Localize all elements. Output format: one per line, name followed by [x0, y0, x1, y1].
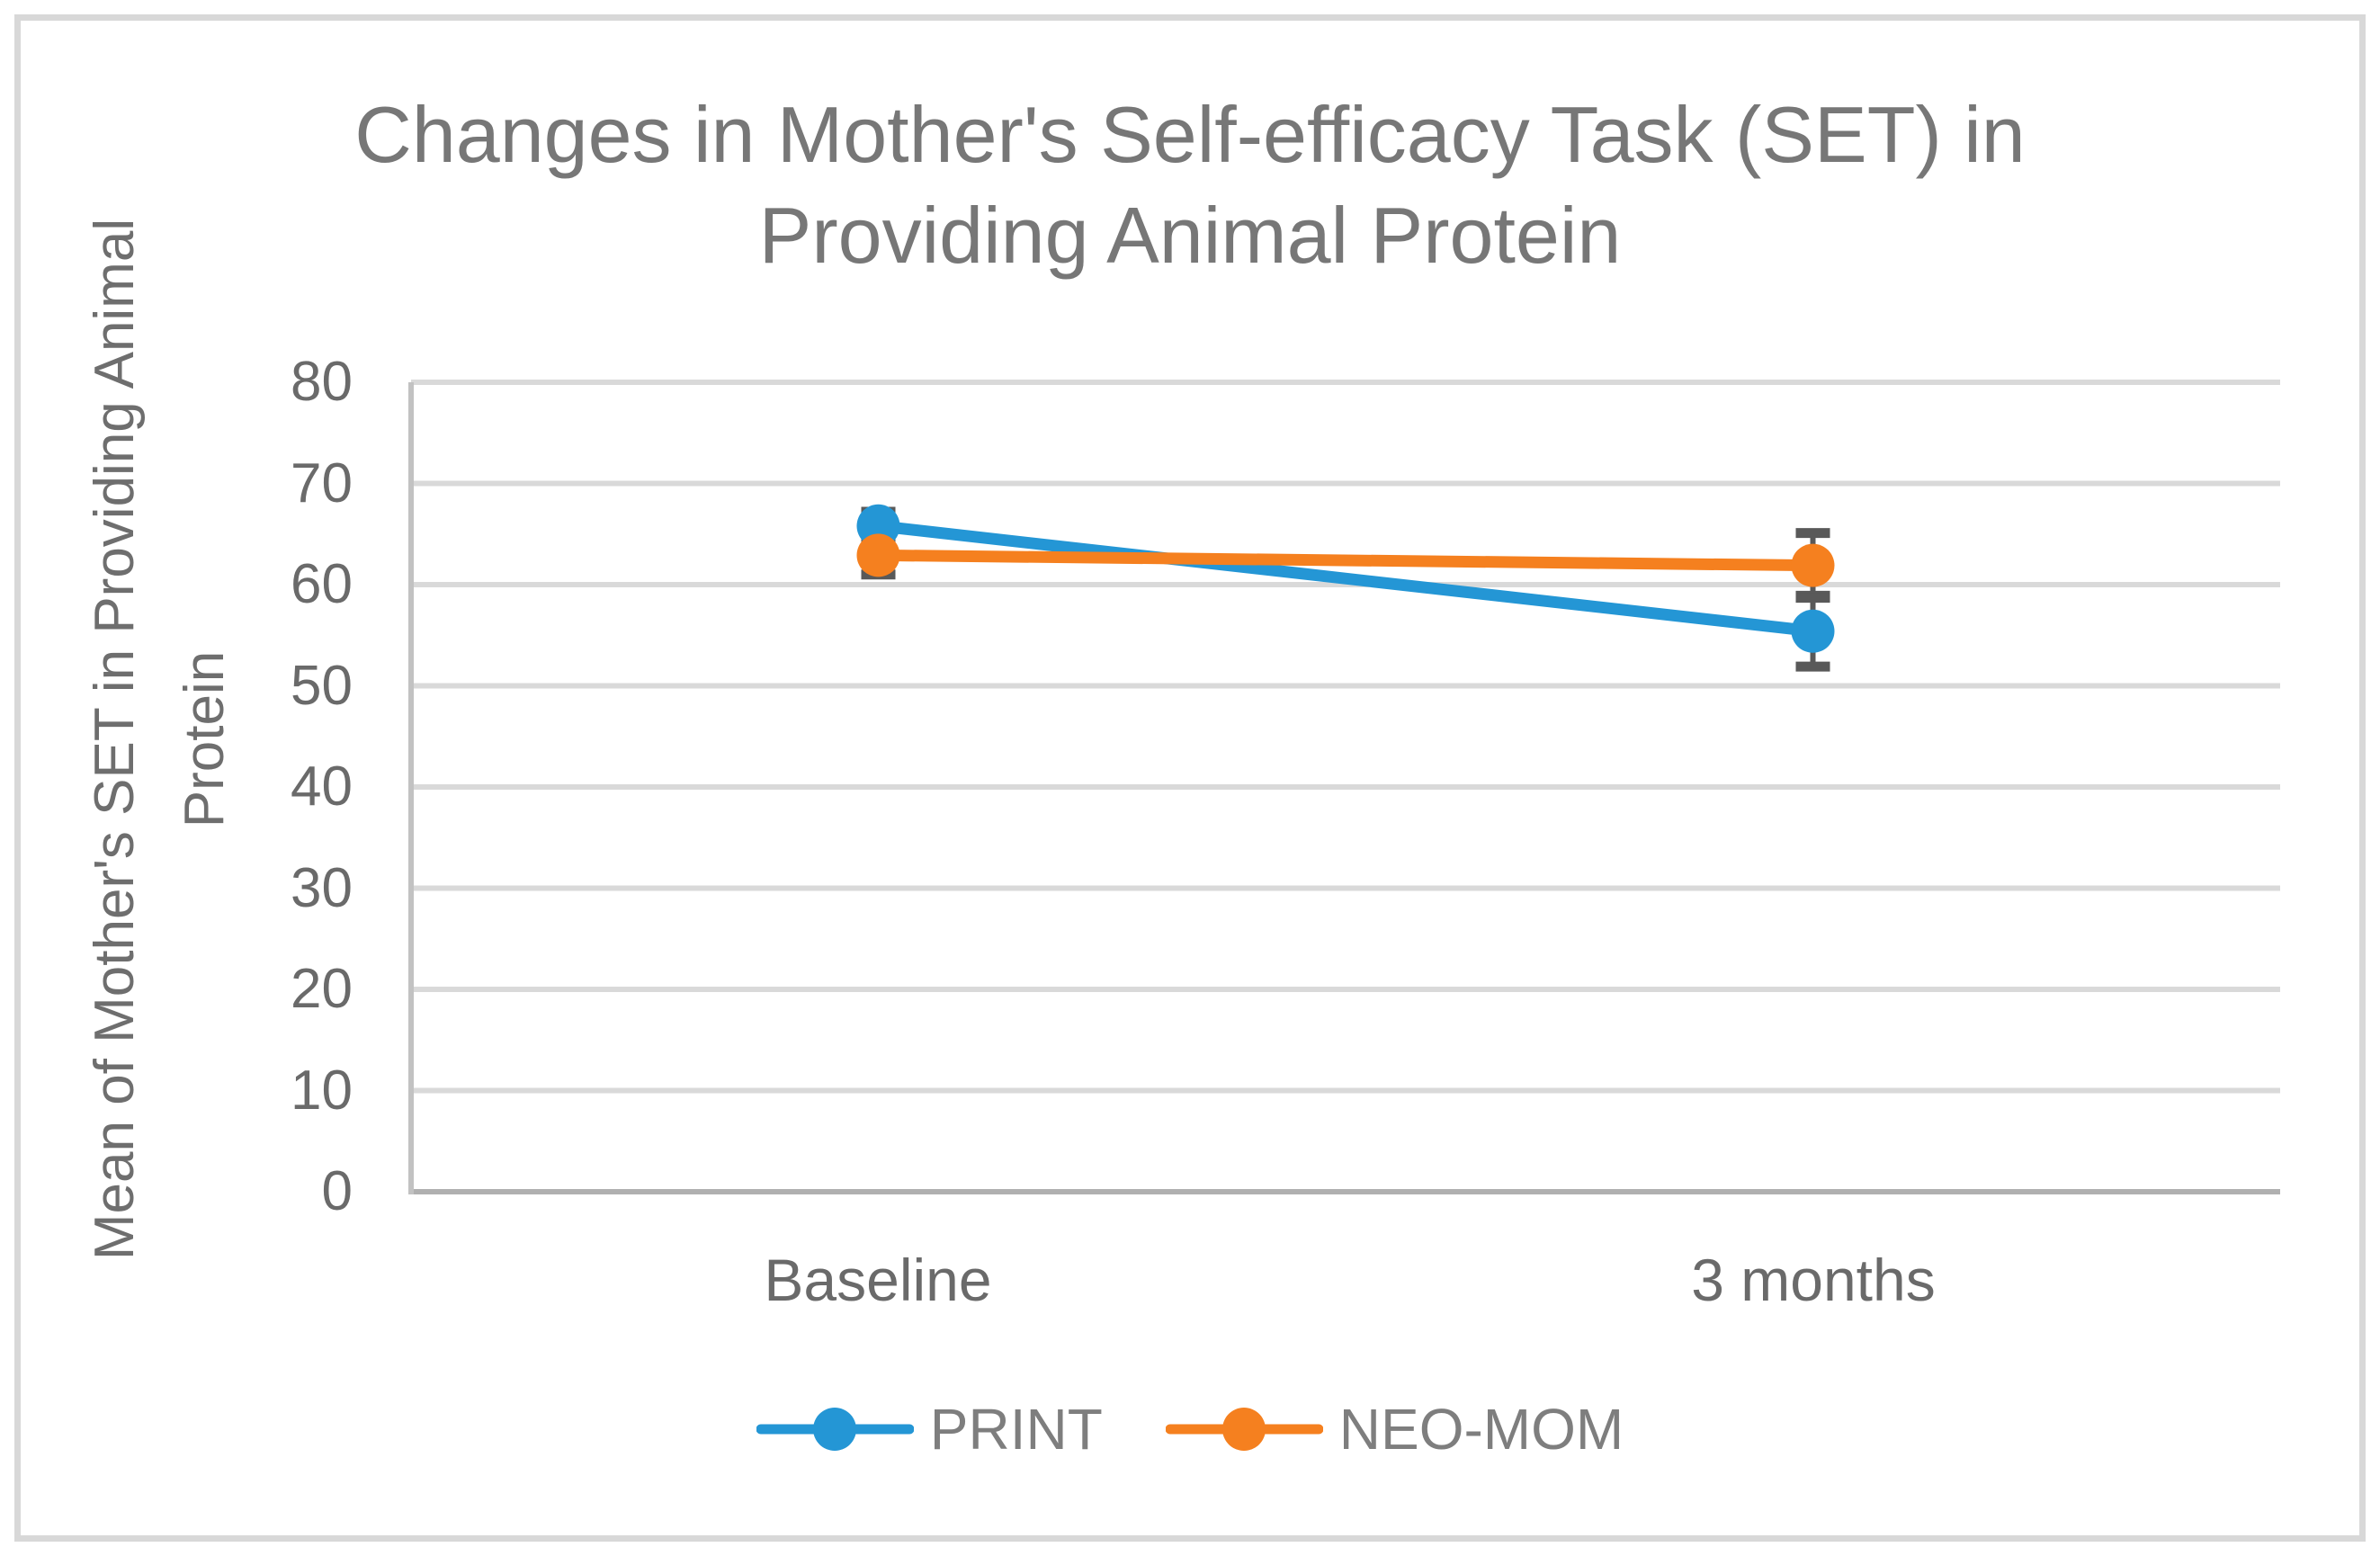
print-line-marker-icon	[756, 1408, 914, 1451]
legend-marker	[1221, 1408, 1266, 1451]
data-point-marker-neo-mom	[856, 533, 900, 577]
y-tick-label: 40	[291, 756, 353, 818]
y-tick-label: 30	[291, 856, 353, 919]
series-line-print	[872, 520, 1819, 638]
y-tick-label: 10	[291, 1059, 353, 1122]
legend-label-print: PRINT	[929, 1397, 1103, 1462]
legend-item-neo-mom: NEO-MOM	[1165, 1396, 1624, 1462]
legend-marker	[812, 1408, 856, 1451]
x-tick-label-baseline: Baseline	[764, 1247, 992, 1313]
y-tick-label: 50	[291, 654, 353, 717]
y-tick-label: 60	[291, 553, 353, 615]
data-point-marker-neo-mom	[1791, 543, 1835, 587]
figure-border	[14, 14, 2366, 1542]
y-tick-label: 0	[321, 1160, 353, 1222]
series-line-neo-mom	[872, 549, 1819, 572]
legend-item-print: PRINT	[756, 1396, 1103, 1462]
neo-mom-line-marker-icon	[1165, 1408, 1323, 1451]
chart-title: Changes in Mother's Self-efficacy Task (…	[0, 85, 2380, 286]
y-tick-label: 80	[291, 351, 353, 413]
chart-title-line1: Changes in Mother's Self-efficacy Task (…	[354, 90, 2026, 179]
x-tick-label-3months: 3 months	[1691, 1247, 1936, 1313]
y-tick-label: 70	[291, 452, 353, 514]
y-tick-label: 20	[291, 958, 353, 1020]
legend-label-neo-mom: NEO-MOM	[1338, 1397, 1624, 1462]
data-point-marker-print	[1791, 609, 1835, 653]
legend: PRINT NEO-MOM	[0, 1396, 2380, 1462]
chart-title-line2: Providing Animal Protein	[758, 191, 1622, 280]
